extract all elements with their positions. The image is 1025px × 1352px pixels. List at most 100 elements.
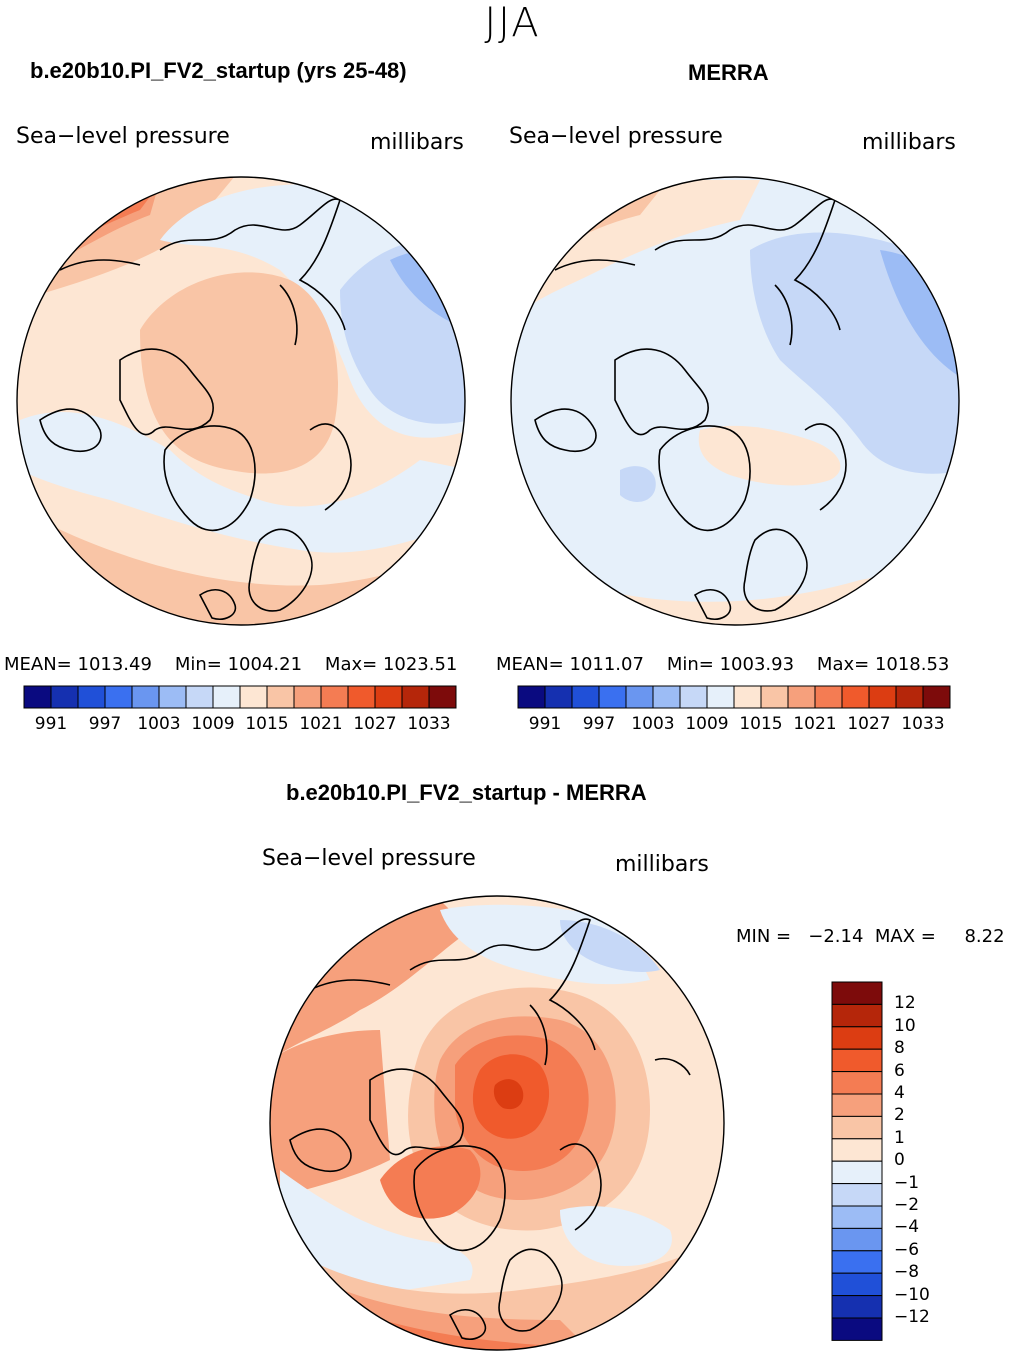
panel-1-min: 1004.21 — [227, 654, 303, 675]
colorbar-1-tick-label: 991 — [34, 714, 68, 734]
colorbar-3 — [831, 981, 883, 1341]
colorbar-1-swatch — [374, 685, 403, 709]
colorbar-1-tick-label: 997 — [88, 714, 122, 734]
panel-1-variable: Sea−level pressure — [16, 124, 230, 149]
panel-3-minmax: MIN = −2.14 MAX = 8.22 — [736, 926, 1005, 947]
panel-2-variable: Sea−level pressure — [509, 124, 723, 149]
colorbar-3-tick-label: 8 — [894, 1038, 905, 1059]
colorbar-3-swatch — [831, 1048, 883, 1073]
colorbar-3-swatch — [831, 1205, 883, 1229]
colorbar-1-tick-label: 1021 — [299, 714, 343, 734]
colorbar-2-tick-label: 1021 — [793, 714, 837, 734]
colorbar-1-swatch — [239, 685, 268, 709]
colorbar-2-swatch — [841, 685, 870, 709]
colorbar-3-swatch — [831, 1250, 883, 1274]
colorbar-1-swatch — [320, 685, 349, 709]
colorbar-2-swatch — [922, 685, 951, 709]
panel-1-mean: 1013.49 — [77, 654, 152, 675]
colorbar-1-tick-label: 1027 — [353, 714, 397, 734]
colorbar-1-swatch — [131, 685, 160, 709]
panel-2-stats: MEAN= 1011.07 Min= 1003.93 Max= 1018.53 — [496, 654, 949, 675]
colorbar-2-tick-label: 1033 — [901, 714, 945, 734]
panel-1-map-border — [16, 176, 466, 626]
colorbar-2-tick-label: 997 — [582, 714, 616, 734]
colorbar-3-swatch — [831, 1003, 883, 1028]
colorbar-3-tick-label: −8 — [894, 1262, 920, 1283]
panel-2-min-label: Min= — [666, 654, 714, 675]
panel-1-stats: MEAN= 1013.49 Min= 1004.21 Max= 1023.51 — [4, 654, 457, 675]
colorbar-1-swatch — [77, 685, 106, 709]
panel-2-min: 1003.93 — [719, 654, 795, 675]
colorbar-1 — [23, 685, 457, 709]
colorbar-3-tick-label: 2 — [894, 1105, 905, 1126]
panel-1-min-label: Min= — [174, 654, 222, 675]
colorbar-1-swatch — [104, 685, 133, 709]
panel-1-units: millibars — [370, 130, 464, 155]
panel-1-max: 1023.51 — [382, 654, 458, 675]
panel-1-max-label: Max= — [324, 654, 378, 675]
colorbar-1-swatch — [428, 685, 457, 709]
colorbar-2-swatch — [814, 685, 843, 709]
season-title: JJA — [484, 0, 541, 46]
colorbar-2-tick-label: 1003 — [631, 714, 675, 734]
colorbar-2-swatch — [895, 685, 924, 709]
panel-2-mean: 1011.07 — [569, 654, 644, 675]
colorbar-2-swatch — [517, 685, 546, 709]
panel-3-title: b.e20b10.PI_FV2_startup - MERRA — [286, 780, 647, 805]
colorbar-3-tick-label: 12 — [894, 993, 916, 1014]
colorbar-2-swatch — [733, 685, 762, 709]
panel-2-map-border — [510, 176, 960, 626]
colorbar-3-tick-label: −10 — [894, 1284, 930, 1305]
colorbar-1-tick-label: 1009 — [191, 714, 235, 734]
colorbar-3-swatch — [831, 1115, 883, 1140]
colorbar-3-tick-label: 4 — [894, 1083, 905, 1103]
colorbar-2 — [517, 685, 951, 709]
colorbar-2-tick-label: 1009 — [685, 714, 729, 734]
panel-2-units: millibars — [862, 130, 956, 155]
colorbar-3-tick-label: 10 — [894, 1015, 916, 1036]
colorbar-3-tick-label: −6 — [894, 1239, 920, 1260]
colorbar-3-tick-label: 6 — [894, 1060, 905, 1081]
colorbar-3-tick-label: 0 — [894, 1150, 905, 1171]
colorbar-3-swatch — [831, 1071, 883, 1095]
colorbar-3-swatch — [831, 1317, 883, 1341]
colorbar-2-swatch — [652, 685, 681, 709]
colorbar-2-swatch — [787, 685, 816, 709]
colorbar-2-tick-label: 1027 — [847, 714, 891, 734]
panel-3-map-border — [269, 895, 725, 1351]
colorbar-1-tick-label: 1003 — [137, 714, 181, 734]
colorbar-1-tick-label: 1015 — [245, 714, 289, 734]
panel-2-max: 1018.53 — [874, 654, 950, 675]
colorbar-3-swatch — [831, 1272, 883, 1297]
colorbar-3-swatch — [831, 1227, 883, 1252]
colorbar-1-swatch — [347, 685, 376, 709]
panel-2-map — [511, 177, 959, 625]
colorbar-3-swatch — [831, 1295, 883, 1319]
colorbar-2-swatch — [625, 685, 654, 709]
panel-2-mean-label: MEAN= — [496, 654, 564, 675]
panel-1-mean-label: MEAN= — [4, 654, 72, 675]
colorbar-1-swatch — [401, 685, 430, 709]
colorbar-2-tick-label: 1015 — [739, 714, 783, 734]
colorbar-2-swatch — [868, 685, 897, 709]
colorbar-1-swatch — [293, 685, 322, 709]
colorbar-2-swatch — [679, 685, 708, 709]
colorbar-2-tick-label: 991 — [528, 714, 562, 734]
panel-1-title: b.e20b10.PI_FV2_startup (yrs 25-48) — [30, 58, 407, 83]
colorbar-1-swatch — [185, 685, 214, 709]
colorbar-3-swatch — [831, 1160, 883, 1185]
panel-2-max-label: Max= — [816, 654, 870, 675]
colorbar-1-swatch — [23, 685, 52, 709]
colorbar-1-swatch — [212, 685, 241, 709]
colorbar-3-swatch — [831, 1138, 883, 1162]
colorbar-3-tick-label: −2 — [894, 1195, 920, 1215]
panel-3-units: millibars — [615, 852, 709, 877]
colorbar-3-swatch — [831, 1093, 883, 1117]
colorbar-1-swatch — [266, 685, 295, 709]
colorbar-1-swatch — [50, 685, 79, 709]
colorbar-3-swatch — [831, 981, 883, 1005]
colorbar-2-swatch — [706, 685, 735, 709]
colorbar-1-tick-label: 1033 — [407, 714, 451, 734]
colorbar-1-swatch — [158, 685, 187, 709]
